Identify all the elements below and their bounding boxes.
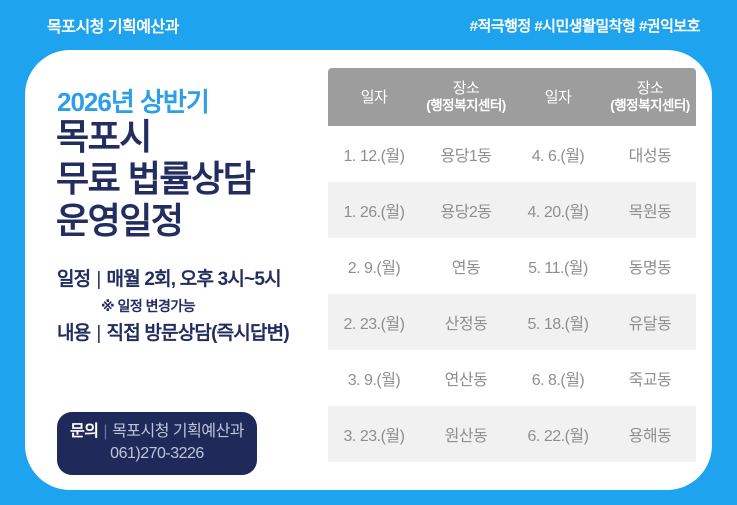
content-info-line: 내용 | 직접 방문상담(즉시답변) bbox=[57, 318, 290, 345]
header-line-2: (행정복지센터) bbox=[610, 98, 690, 113]
table-row: 2. 9.(월) 연동 5. 11.(월) 동명동 bbox=[328, 238, 696, 294]
table-cell: 2. 23.(월) bbox=[343, 316, 405, 333]
table-row: 3. 23.(월) 원산동 6. 22.(월) 용해동 bbox=[328, 406, 696, 462]
table-cell: 용당1동 bbox=[440, 148, 492, 165]
table-cell: 3. 23.(월) bbox=[343, 428, 405, 445]
contact-department: 목포시청 기획예산과 bbox=[112, 423, 245, 440]
header-line-1: 장소 bbox=[452, 80, 480, 97]
table-header-cell: 장소 (행정복지센터) bbox=[604, 68, 696, 126]
schedule-table: 일자 장소 (행정복지센터) 일자 장소 (행정복지센터) 1. 12.(월) 용당1동 4.… bbox=[328, 68, 696, 462]
content-separator: | bbox=[96, 323, 101, 344]
table-cell: 5. 18.(월) bbox=[527, 316, 589, 333]
schedule-separator: | bbox=[96, 269, 101, 290]
table-cell: 연동 bbox=[451, 260, 481, 277]
department-label: 목포시청 기획예산과 bbox=[47, 19, 179, 36]
table-row: 3. 9.(월) 연산동 6. 8.(월) 죽교동 bbox=[328, 350, 696, 406]
table-cell: 6. 8.(월) bbox=[531, 372, 585, 389]
table-header-cell: 일자 bbox=[512, 68, 604, 126]
table-cell: 원산동 bbox=[444, 428, 488, 445]
header-line-1: 장소 bbox=[636, 80, 664, 97]
table-header: 일자 장소 (행정복지센터) 일자 장소 (행정복지센터) bbox=[328, 68, 696, 126]
table-cell: 죽교동 bbox=[628, 372, 672, 389]
title-line-2: 무료 법률상담 bbox=[56, 158, 256, 199]
schedule-label: 일정 bbox=[57, 269, 91, 290]
header-line-1: 일자 bbox=[544, 88, 572, 106]
table-cell: 용당2동 bbox=[440, 204, 492, 221]
table-row: 1. 12.(월) 용당1동 4. 6.(월) 대성동 bbox=[328, 126, 696, 182]
table-cell: 6. 22.(월) bbox=[527, 428, 589, 445]
table-cell: 목원동 bbox=[628, 204, 672, 221]
table-header-cell: 장소 (행정복지센터) bbox=[420, 68, 512, 126]
table-cell: 2. 9.(월) bbox=[347, 260, 401, 277]
table-cell: 용해동 bbox=[628, 428, 672, 445]
table-row: 2. 23.(월) 산정동 5. 18.(월) 유달동 bbox=[328, 294, 696, 350]
title-line-3: 운영일정 bbox=[56, 200, 184, 241]
table-cell: 4. 20.(월) bbox=[527, 204, 589, 221]
schedule-text: 매월 2회, 오후 3시~5시 bbox=[106, 269, 282, 290]
content-label: 내용 bbox=[57, 323, 91, 344]
table-row: 1. 26.(월) 용당2동 4. 20.(월) 목원동 bbox=[328, 182, 696, 238]
content-text: 직접 방문상담(즉시답변) bbox=[106, 323, 290, 344]
schedule-info-line: 일정 | 매월 2회, 오후 3시~5시 bbox=[57, 264, 282, 291]
header-line-1: 일자 bbox=[360, 88, 388, 106]
title-line-1: 목포시 bbox=[56, 116, 152, 157]
table-cell: 4. 6.(월) bbox=[531, 148, 585, 165]
table-cell: 연산동 bbox=[444, 372, 488, 389]
table-cell: 산정동 bbox=[444, 316, 488, 333]
table-body: 1. 12.(월) 용당1동 4. 6.(월) 대성동 1. 26.(월) 용당2동 4. … bbox=[328, 126, 696, 462]
contact-phone: 061)270-3226 bbox=[110, 445, 204, 462]
period-subtitle: 2026년 상반기 bbox=[57, 87, 210, 117]
table-cell: 5. 11.(월) bbox=[528, 260, 588, 277]
schedule-change-note: ※ 일정 변경가능 bbox=[101, 298, 196, 314]
top-bar: 목포시청 기획예산과 #적극행정 #시민생활밀착형 #권익보호 bbox=[0, 0, 737, 50]
header-line-2: (행정복지센터) bbox=[426, 98, 506, 113]
table-cell: 1. 26.(월) bbox=[343, 204, 405, 221]
table-cell: 유달동 bbox=[628, 316, 672, 333]
table-header-cell: 일자 bbox=[328, 68, 420, 126]
page-title: 목포시 무료 법률상담 운영일정 bbox=[56, 116, 256, 242]
table-cell: 1. 12.(월) bbox=[343, 148, 405, 165]
contact-label: 문의 bbox=[69, 423, 99, 440]
table-cell: 대성동 bbox=[628, 148, 672, 165]
hashtags-label: #적극행정 #시민생활밀착형 #권익보호 bbox=[469, 17, 701, 35]
table-cell: 동명동 bbox=[628, 260, 672, 277]
contact-line-1: 문의 | 목포시청 기획예산과 bbox=[67, 421, 247, 443]
contact-separator: | bbox=[103, 423, 108, 440]
table-cell: 3. 9.(월) bbox=[347, 372, 401, 389]
poster-card: 2026년 상반기 목포시 무료 법률상담 운영일정 일정 | 매월 2회, 오후 … bbox=[25, 50, 712, 490]
contact-badge: 문의 | 목포시청 기획예산과 061)270-3226 bbox=[57, 412, 257, 475]
